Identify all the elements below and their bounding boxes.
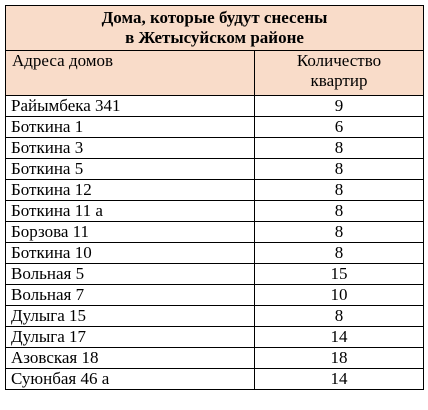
table-row: Азовская 18 18 bbox=[5, 347, 424, 369]
table-row: Борзова 11 8 bbox=[5, 221, 424, 243]
header-row: Адреса домов Количество квартир bbox=[5, 50, 424, 96]
apartments-cell: 14 bbox=[254, 326, 424, 348]
address-cell: Боткина 10 bbox=[5, 242, 255, 264]
table-row: Вольная 7 10 bbox=[5, 284, 424, 306]
table-row: Суюнбая 46 а 14 bbox=[5, 368, 424, 390]
address-cell: Дулыга 15 bbox=[5, 305, 255, 327]
address-cell: Дулыга 17 bbox=[5, 326, 255, 348]
apartments-cell: 8 bbox=[254, 200, 424, 222]
table-row: Дулыга 17 14 bbox=[5, 326, 424, 348]
address-cell: Боткина 5 bbox=[5, 158, 255, 180]
table-row: Вольная 5 15 bbox=[5, 263, 424, 285]
address-cell: Боткина 12 bbox=[5, 179, 255, 201]
apartments-cell: 10 bbox=[254, 284, 424, 306]
apartments-cell: 14 bbox=[254, 368, 424, 390]
column-header-apartments-line-2: квартир bbox=[310, 71, 368, 90]
table-title-line-2: в Жетысуйском районе bbox=[125, 28, 304, 47]
title-row: Дома, которые будут снесены в Жетысуйско… bbox=[5, 5, 424, 51]
address-cell: Вольная 5 bbox=[5, 263, 255, 285]
apartments-cell: 8 bbox=[254, 305, 424, 327]
apartments-cell: 8 bbox=[254, 242, 424, 264]
column-header-address: Адреса домов bbox=[5, 50, 255, 96]
apartments-cell: 8 bbox=[254, 137, 424, 159]
table-row: Райымбека 341 9 bbox=[5, 95, 424, 117]
table-title: Дома, которые будут снесены в Жетысуйско… bbox=[5, 5, 424, 51]
table-body: Дома, которые будут снесены в Жетысуйско… bbox=[5, 5, 424, 390]
apartments-cell: 8 bbox=[254, 179, 424, 201]
apartments-cell: 18 bbox=[254, 347, 424, 369]
address-cell: Боткина 3 bbox=[5, 137, 255, 159]
table-row: Боткина 10 8 bbox=[5, 242, 424, 264]
address-cell: Азовская 18 bbox=[5, 347, 255, 369]
address-cell: Боткина 1 bbox=[5, 116, 255, 138]
apartments-cell: 8 bbox=[254, 158, 424, 180]
address-cell: Вольная 7 bbox=[5, 284, 255, 306]
table-row: Дулыга 15 8 bbox=[5, 305, 424, 327]
address-cell: Боткина 11 а bbox=[5, 200, 255, 222]
apartments-cell: 15 bbox=[254, 263, 424, 285]
column-header-apartments-line-1: Количество bbox=[296, 51, 382, 71]
table-row: Боткина 12 8 bbox=[5, 179, 424, 201]
column-header-apartments: Количество квартир bbox=[254, 50, 424, 96]
address-cell: Райымбека 341 bbox=[5, 95, 255, 117]
apartments-cell: 6 bbox=[254, 116, 424, 138]
table-title-line-1: Дома, которые будут снесены bbox=[101, 8, 328, 27]
apartments-cell: 8 bbox=[254, 221, 424, 243]
demolition-table: Дома, которые будут снесены в Жетысуйско… bbox=[5, 5, 424, 390]
address-cell: Суюнбая 46 а bbox=[5, 368, 255, 390]
apartments-cell: 9 bbox=[254, 95, 424, 117]
address-cell: Борзова 11 bbox=[5, 221, 255, 243]
